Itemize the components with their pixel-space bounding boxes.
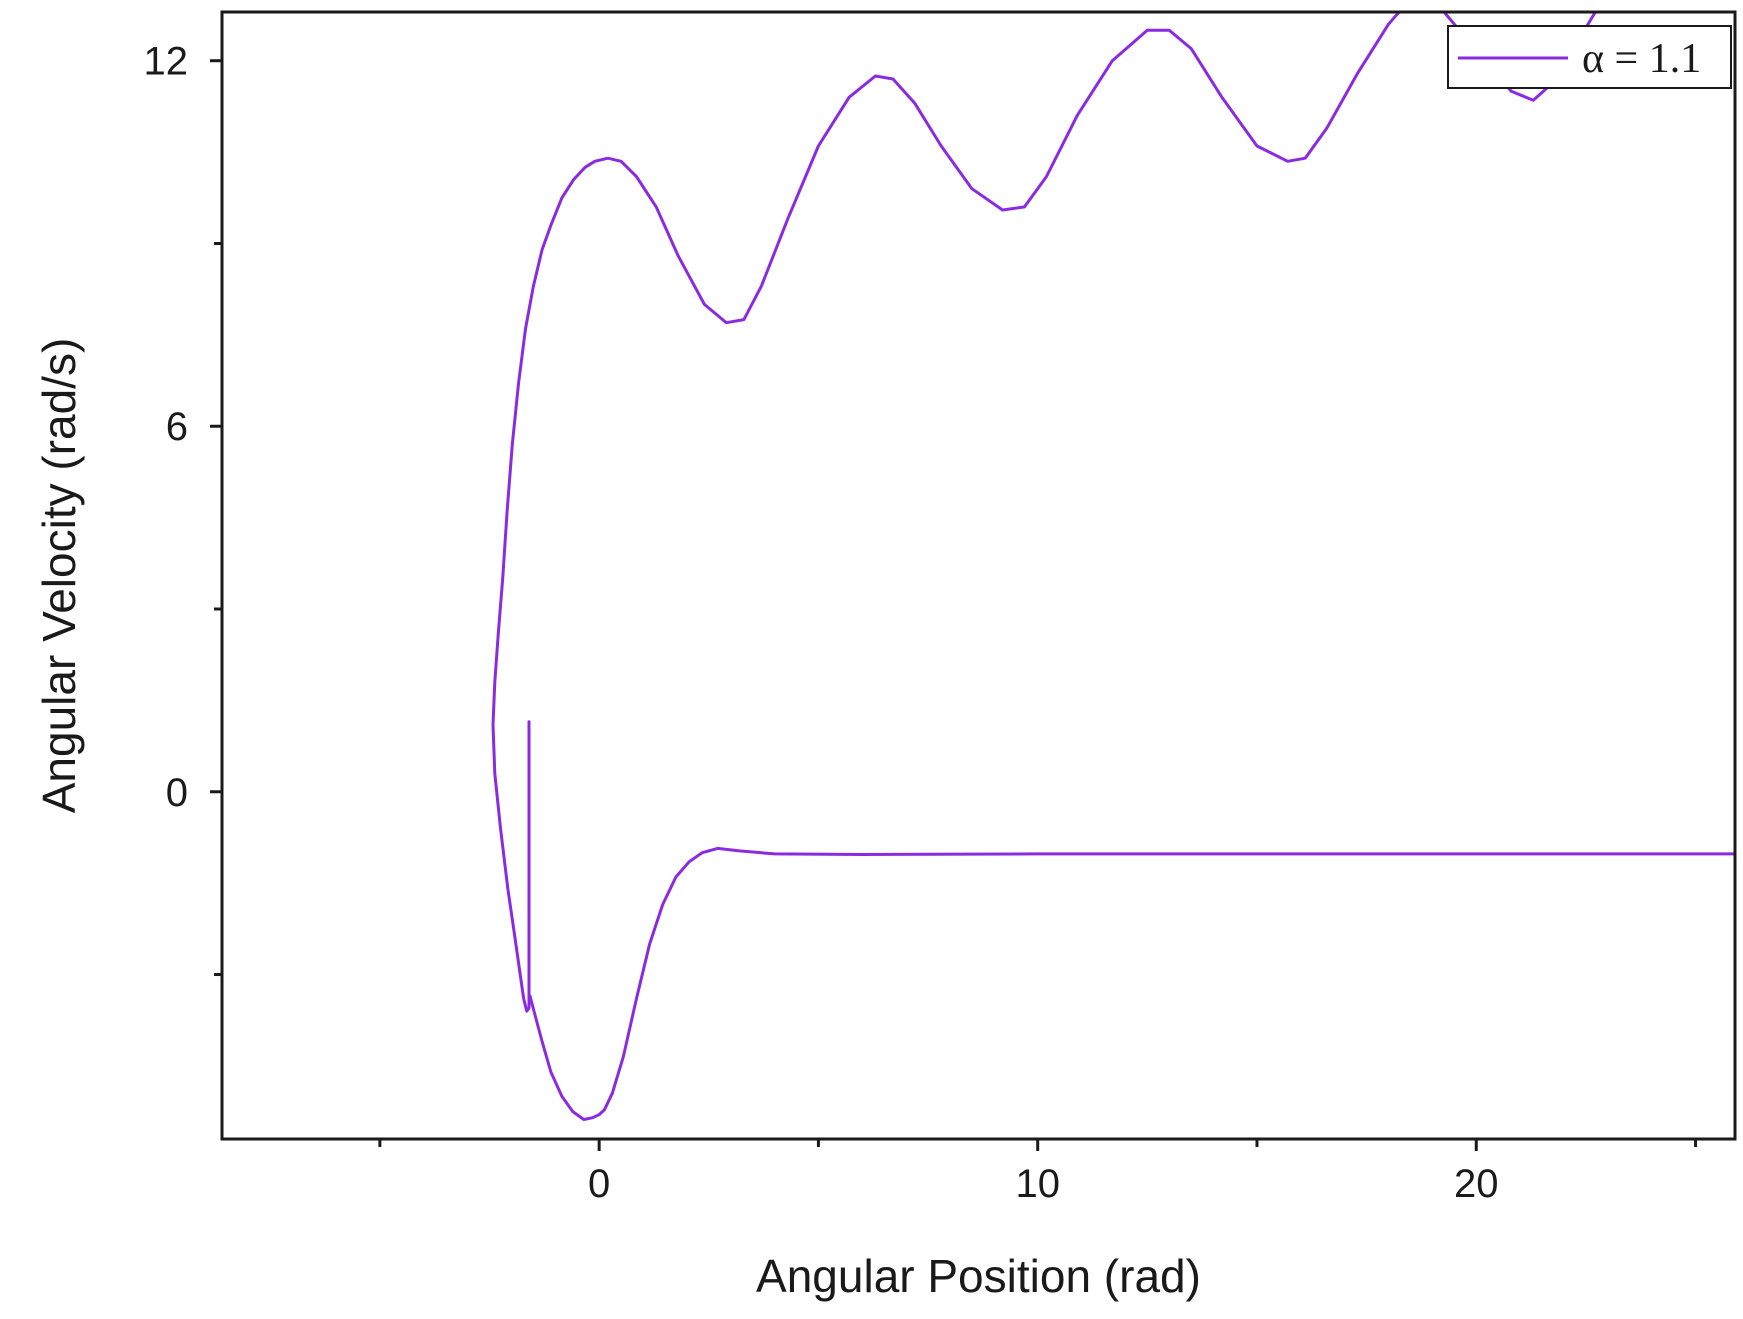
x-tick-label: 20	[1454, 1162, 1499, 1206]
legend-label: α = 1.1	[1582, 36, 1701, 82]
y-axis-ticks: 0 6 12	[144, 40, 222, 977]
y-axis-title: Angular Velocity (rad/s)	[33, 338, 85, 814]
x-axis-title: Angular Position (rad)	[756, 1250, 1201, 1302]
y-tick-label: 12	[144, 40, 189, 84]
x-axis-ticks: 0 10 20	[378, 1139, 1698, 1206]
plot-curves	[491, 12, 1735, 1121]
series-line-0	[491, 12, 1598, 1013]
plot-frame	[220, 10, 1737, 1141]
series-line-1	[528, 846, 1735, 1121]
legend: α = 1.1	[1447, 25, 1732, 89]
y-tick-label: 0	[166, 771, 188, 815]
x-tick-label: 10	[1015, 1162, 1060, 1206]
x-tick-label: 0	[588, 1162, 610, 1206]
y-tick-label: 6	[166, 405, 188, 449]
